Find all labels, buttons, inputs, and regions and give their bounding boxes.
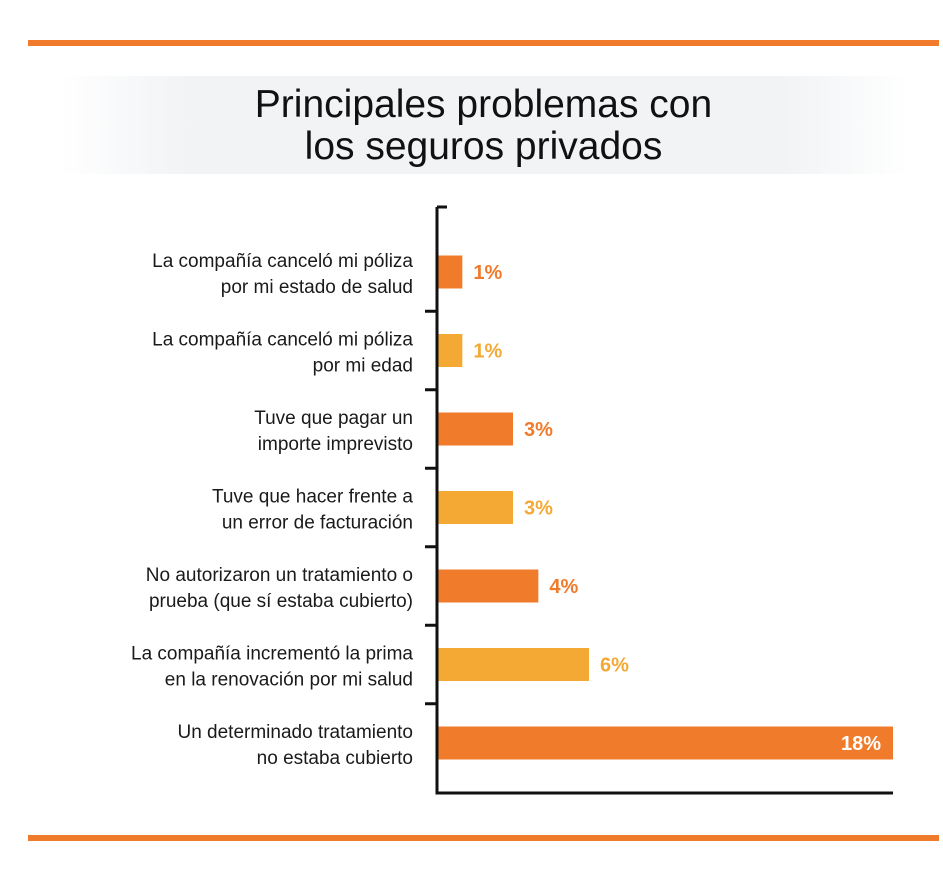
bar bbox=[438, 491, 513, 524]
category-label: importe imprevisto bbox=[258, 434, 413, 455]
category-label: La compañía canceló mi póliza bbox=[152, 330, 413, 351]
bar bbox=[438, 726, 893, 760]
category-label: no estaba cubierto bbox=[257, 748, 413, 769]
category-label: No autorizaron un tratamiento o bbox=[146, 565, 413, 586]
bar bbox=[438, 255, 463, 289]
category-label: La compañía incrementó la prima bbox=[131, 644, 413, 665]
category-label: por mi edad bbox=[313, 356, 413, 377]
category-label: un error de facturación bbox=[222, 513, 413, 534]
bar-value-label: 4% bbox=[549, 576, 578, 598]
category-label: por mi estado de salud bbox=[221, 277, 413, 298]
bar-value-label: 1% bbox=[473, 341, 502, 363]
bottom-rule bbox=[28, 835, 939, 841]
bar bbox=[438, 334, 463, 367]
chart-title-line-1: Principales problemas con bbox=[254, 83, 713, 126]
bar bbox=[438, 412, 513, 446]
category-label: La compañía canceló mi póliza bbox=[152, 251, 413, 272]
category-label: Tuve que hacer frente a bbox=[212, 487, 413, 508]
category-label: en la renovación por mi salud bbox=[165, 670, 413, 691]
bar-value-label: 18% bbox=[841, 733, 881, 755]
chart-title-line-2: los seguros privados bbox=[304, 125, 663, 168]
bar-value-label: 6% bbox=[600, 655, 629, 677]
title-band bbox=[60, 76, 910, 174]
bar-value-label: 3% bbox=[524, 498, 553, 520]
bar bbox=[438, 648, 589, 681]
bar-value-label: 1% bbox=[473, 262, 502, 284]
bar bbox=[438, 569, 539, 603]
category-label: prueba (que sí estaba cubierto) bbox=[149, 591, 413, 612]
category-label: Tuve que pagar un bbox=[254, 408, 413, 429]
bar-value-label: 3% bbox=[524, 419, 553, 441]
top-rule bbox=[28, 40, 939, 46]
category-label: Un determinado tratamiento bbox=[177, 722, 413, 743]
chart-title: Principales problemas con los seguros pr… bbox=[0, 84, 943, 168]
